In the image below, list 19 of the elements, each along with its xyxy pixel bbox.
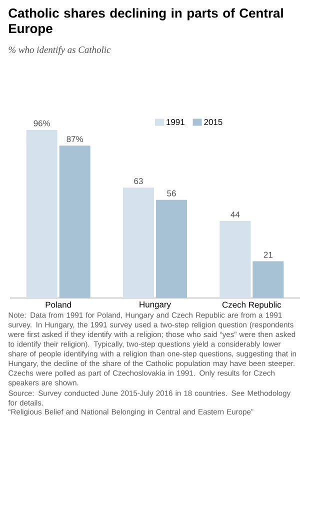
data-label: 63 [134, 178, 143, 184]
x-tick-label: Poland [46, 302, 71, 308]
bar [123, 188, 154, 298]
data-label: 21 [264, 252, 272, 258]
chart-subtitle: % who identify as Catholic [8, 46, 111, 55]
x-tick-label: Czech Republic [222, 302, 282, 310]
bar [156, 200, 187, 298]
data-label: 56 [167, 190, 176, 196]
bar [252, 261, 284, 298]
chart-title: Catholic shares declining in parts of Central Europe [8, 8, 283, 36]
bar [59, 146, 90, 298]
legend-label: 1991 [166, 119, 184, 126]
data-label: 96% [34, 120, 50, 126]
data-label: 87% [66, 136, 84, 142]
data-label: 44 [230, 212, 240, 218]
x-tick-label: Hungary [140, 302, 171, 310]
legend-label: 2015 [204, 119, 222, 126]
bar [26, 130, 58, 298]
bar [220, 220, 251, 298]
